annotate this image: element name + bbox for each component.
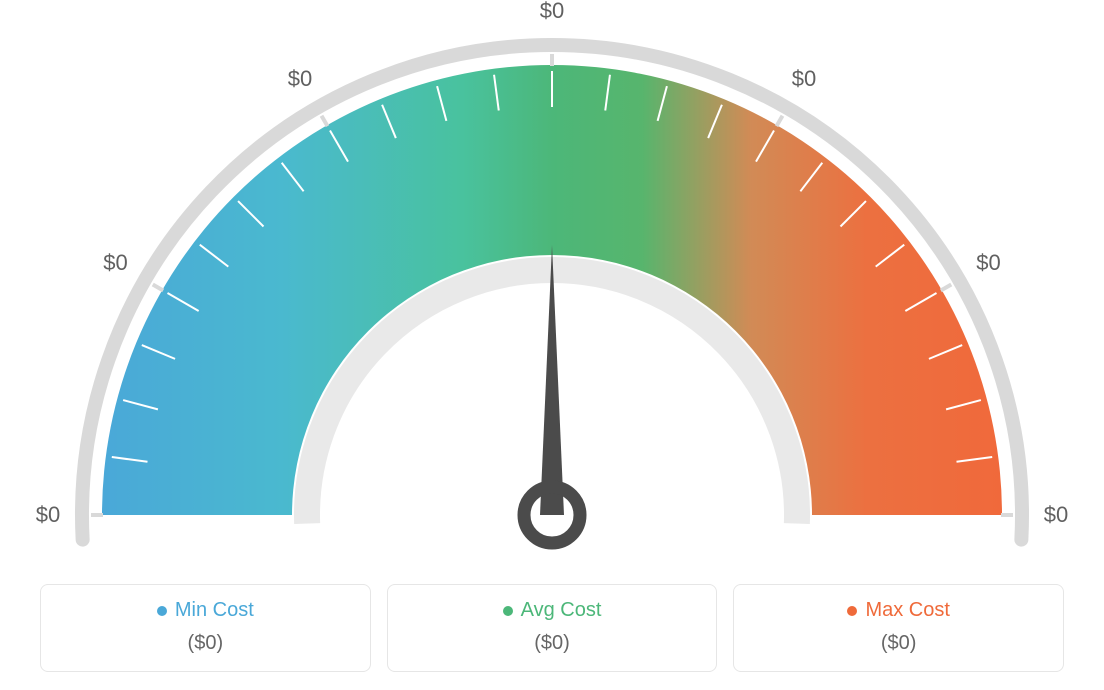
gauge-tick-label: $0 (103, 250, 127, 276)
gauge-svg (0, 0, 1104, 560)
legend-label: Min Cost (175, 599, 254, 622)
legend-dot-icon (503, 606, 513, 616)
gauge-tick-label: $0 (540, 0, 564, 24)
gauge-tick-label: $0 (792, 66, 816, 92)
legend-value: ($0) (53, 632, 358, 655)
gauge-tick-label: $0 (1044, 502, 1068, 528)
legend-label: Avg Cost (521, 599, 602, 622)
legend-value: ($0) (746, 632, 1051, 655)
legend-dot-icon (847, 606, 857, 616)
gauge-tick-label: $0 (976, 250, 1000, 276)
legend-card-avg-cost: Avg Cost ($0) (387, 584, 718, 672)
legend-title: Max Cost (847, 599, 949, 622)
legend-title: Min Cost (157, 599, 254, 622)
gauge-tick-label: $0 (288, 66, 312, 92)
legend-row: Min Cost ($0) Avg Cost ($0) Max Cost ($0) (40, 584, 1064, 672)
cost-gauge-chart: $0 $0 $0 $0 $0 $0 $0 (0, 0, 1104, 560)
legend-dot-icon (157, 606, 167, 616)
gauge-tick-label: $0 (36, 502, 60, 528)
legend-title: Avg Cost (503, 599, 602, 622)
legend-value: ($0) (400, 632, 705, 655)
legend-label: Max Cost (865, 599, 949, 622)
legend-card-min-cost: Min Cost ($0) (40, 584, 371, 672)
legend-card-max-cost: Max Cost ($0) (733, 584, 1064, 672)
